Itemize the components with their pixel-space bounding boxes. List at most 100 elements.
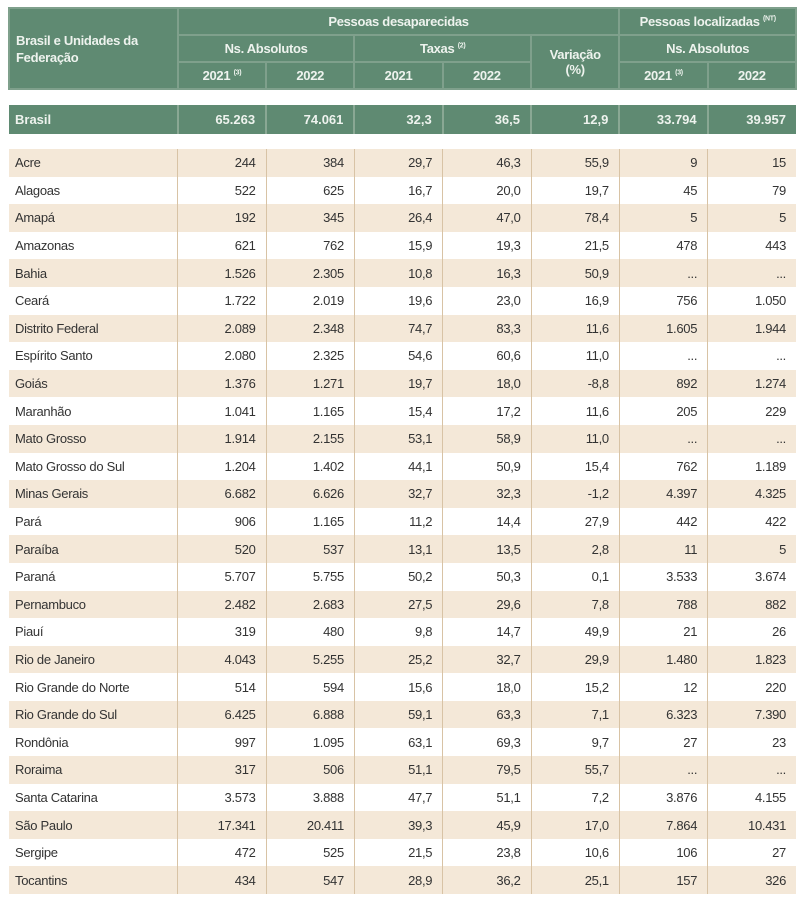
cell: 11,0 xyxy=(530,424,620,453)
table-row: Mato Grosso 1.914 2.155 53,1 58,9 11,0...... xyxy=(9,424,796,453)
cell: 5 xyxy=(618,204,708,232)
cell: 13,5 xyxy=(442,535,532,563)
cell: 443 xyxy=(707,231,796,260)
cell: 29,6 xyxy=(442,590,532,619)
region-name: Paraíba xyxy=(9,535,178,563)
region-name: Santa Catarina xyxy=(15,789,98,805)
table-row: Rio Grande do Sul 6.425 6.888 59,1 63,3 7,1 6.… xyxy=(9,700,796,729)
cell: 11,6 xyxy=(530,314,620,343)
region-name: Sergipe xyxy=(15,845,58,861)
cell: 1.376 xyxy=(177,369,267,398)
cell: 506 xyxy=(265,756,355,784)
cell: 384 xyxy=(265,149,355,177)
region-name: Rio Grande do Sul xyxy=(9,700,178,729)
cell: 1.823 xyxy=(707,645,796,674)
cell: 5 xyxy=(707,204,796,232)
cell: 45 xyxy=(618,176,708,205)
cell: 16,7 xyxy=(353,176,443,205)
region-name: São Paulo xyxy=(9,811,178,839)
cell: 1.274 xyxy=(707,369,796,398)
cell: 625 xyxy=(265,176,355,205)
missing-persons-table-container: Brasil e Unidades da Federação Pessoas d… xyxy=(8,7,798,895)
cell: 16,3 xyxy=(442,259,532,287)
table-row: Amapá 192 345 26,4 47,0 78,4 5 5 xyxy=(9,204,796,232)
cell: ... xyxy=(618,756,708,784)
cell: 2.305 xyxy=(265,259,355,287)
cell: 1.722 xyxy=(177,286,267,315)
cell: 1.189 xyxy=(707,452,796,481)
table-row: Espírito Santo 2.080 2.325 54,6 60,6 11,0....… xyxy=(9,342,796,370)
variation-unit: (%) xyxy=(565,62,586,77)
cell: 106 xyxy=(618,838,708,867)
cell: ... xyxy=(618,342,708,370)
cell: 15,9 xyxy=(353,231,443,260)
year-header: 2021 (3) xyxy=(618,61,709,90)
cell: 46,3 xyxy=(442,149,532,177)
cell: 6.425 xyxy=(177,700,267,729)
region-name: Mato Grosso do Sul xyxy=(15,458,125,474)
cell: 16,9 xyxy=(530,286,620,315)
cell: 756 xyxy=(618,286,708,315)
cell: 514 xyxy=(177,673,267,701)
cell: 537 xyxy=(265,535,355,563)
cell: 26,4 xyxy=(353,204,443,232)
cell: 15 xyxy=(707,149,796,177)
spacer xyxy=(9,134,796,149)
cell: 621 xyxy=(177,231,267,260)
region-name: Alagoas xyxy=(15,182,60,198)
cell: 36,2 xyxy=(442,866,532,895)
cell: 69,3 xyxy=(442,728,532,757)
cell: 472 xyxy=(177,838,267,867)
cell: 1.050 xyxy=(707,286,796,315)
cell: 7,2 xyxy=(530,783,620,812)
cell: 58,9 xyxy=(442,424,532,453)
cell: 5.255 xyxy=(265,645,355,674)
cell: 21,5 xyxy=(530,231,620,260)
cell: 3.888 xyxy=(265,783,355,812)
cell: 892 xyxy=(618,369,708,398)
cell: 6.323 xyxy=(618,700,708,729)
cell: 9 xyxy=(618,149,708,177)
table-row: Distrito Federal 2.089 2.348 74,7 83,3 11,6 1.… xyxy=(9,314,796,343)
cell: 19,3 xyxy=(442,231,532,260)
variation-header: Variação (%) xyxy=(530,34,621,90)
cell: 50,2 xyxy=(353,562,443,591)
cell: 15,6 xyxy=(353,673,443,701)
cell: 326 xyxy=(707,866,796,895)
cell: 4.155 xyxy=(707,783,796,812)
cell: 23,8 xyxy=(442,838,532,867)
brasil-total-row: Brasil 65.263 74.061 32,3 36,5 12,9 33.7… xyxy=(9,105,796,134)
region-name: Acre xyxy=(9,149,178,177)
region-name: Ceará xyxy=(15,293,49,309)
table-row: Amazonas 621 762 15,9 19,3 21,5 478 443 xyxy=(9,231,796,260)
cell: 47,7 xyxy=(353,783,443,812)
cell: 2.325 xyxy=(265,342,355,370)
cell: 18,0 xyxy=(442,369,532,398)
table-row: Alagoas 522 625 16,7 20,0 19,7 45 79 xyxy=(9,176,796,205)
cell: 20.411 xyxy=(265,811,355,839)
cell: 9,8 xyxy=(353,618,443,646)
cell: 39.957 xyxy=(706,105,796,134)
region-name: Pernambuco xyxy=(9,590,178,619)
spacer-cell xyxy=(9,89,796,105)
cell: 18,0 xyxy=(442,673,532,701)
cell: 74,7 xyxy=(353,314,443,343)
cell: 1.944 xyxy=(707,314,796,343)
cell: 5.707 xyxy=(177,562,267,591)
table-row: Bahia 1.526 2.305 10,8 16,3 50,9...... xyxy=(9,259,796,287)
cell: 15,4 xyxy=(353,397,443,425)
cell: 229 xyxy=(707,397,796,425)
cell: 5 xyxy=(707,535,796,563)
cell: 2.089 xyxy=(177,314,267,343)
year-header: 2022 xyxy=(706,61,798,90)
table-header: Brasil e Unidades da Federação Pessoas d… xyxy=(8,7,798,90)
cell: 3.533 xyxy=(618,562,708,591)
cell: 11,0 xyxy=(530,342,620,370)
cell: ... xyxy=(618,424,708,453)
region-name: Amazonas xyxy=(15,238,75,254)
rates-header: Taxas (2) xyxy=(353,34,533,63)
cell: 12 xyxy=(618,673,708,701)
year-header: 2021 xyxy=(353,61,444,90)
found-abs-numbers-header: Ns. Absolutos xyxy=(618,34,797,63)
cell: 1.095 xyxy=(265,728,355,757)
